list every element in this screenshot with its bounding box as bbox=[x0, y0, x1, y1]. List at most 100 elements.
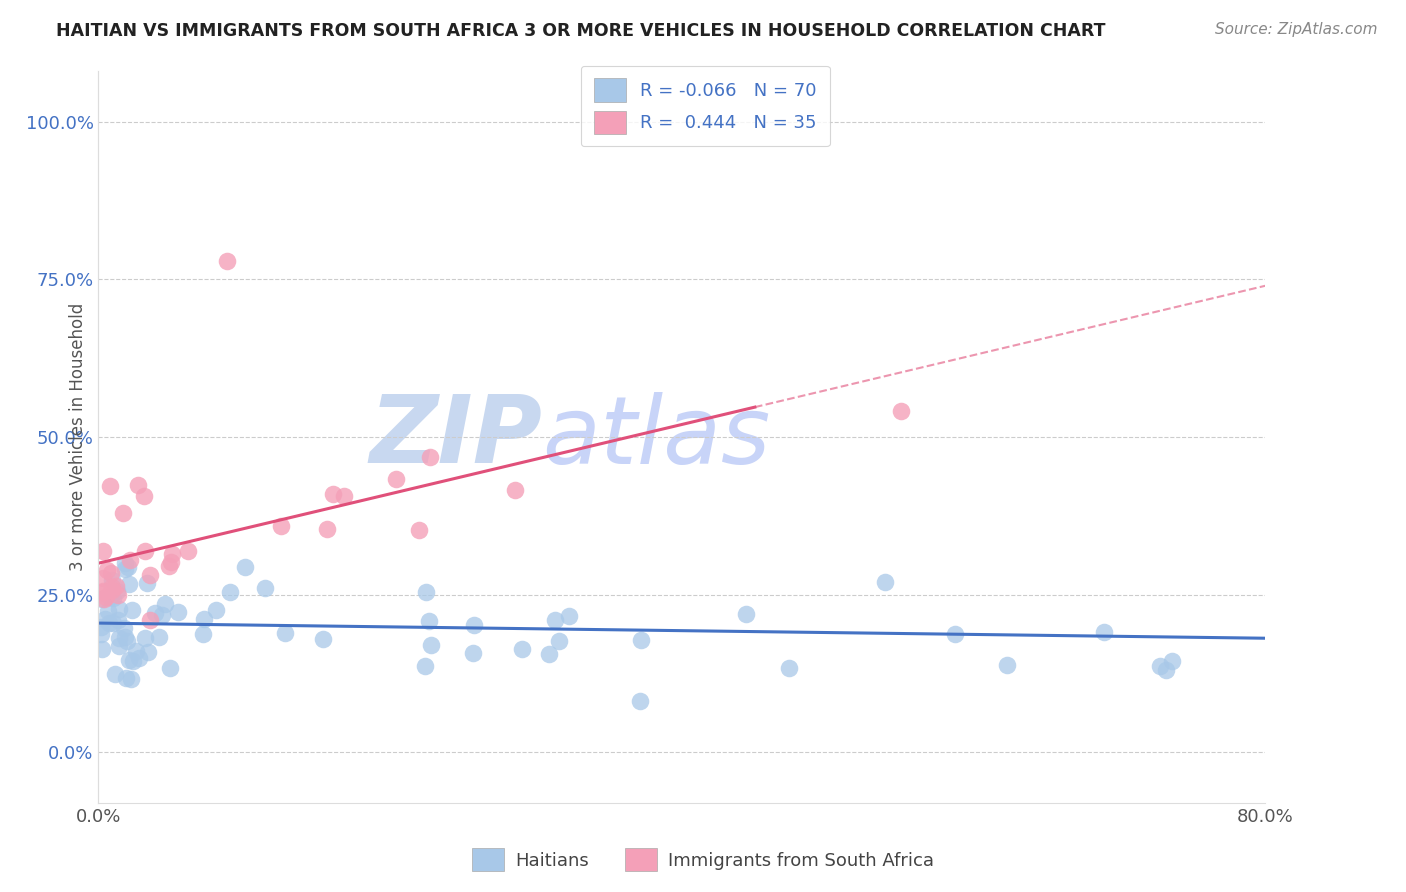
Point bbox=[316, 522, 339, 536]
Y-axis label: 3 or more Vehicles in Household: 3 or more Vehicles in Household bbox=[69, 303, 87, 571]
Point bbox=[463, 646, 485, 660]
Point bbox=[160, 555, 183, 569]
Point bbox=[132, 489, 155, 503]
Point bbox=[101, 616, 124, 631]
Point bbox=[1149, 658, 1171, 673]
Legend: R = -0.066   N = 70, R =  0.444   N = 35: R = -0.066 N = 70, R = 0.444 N = 35 bbox=[581, 66, 830, 146]
Point bbox=[101, 573, 124, 587]
Text: Source: ZipAtlas.com: Source: ZipAtlas.com bbox=[1215, 22, 1378, 37]
Point bbox=[134, 544, 156, 558]
Point bbox=[90, 641, 112, 656]
Point bbox=[100, 582, 122, 597]
Point bbox=[322, 487, 344, 501]
Point bbox=[122, 655, 145, 669]
Point bbox=[1161, 654, 1184, 668]
Point bbox=[537, 647, 560, 661]
Point bbox=[124, 644, 146, 658]
Point bbox=[114, 561, 136, 575]
Point bbox=[463, 617, 485, 632]
Point bbox=[97, 615, 120, 630]
Point bbox=[91, 571, 114, 585]
Point bbox=[159, 661, 181, 675]
Point bbox=[107, 583, 129, 598]
Point bbox=[134, 631, 156, 645]
Point bbox=[98, 479, 121, 493]
Point bbox=[418, 614, 440, 628]
Point bbox=[160, 547, 183, 561]
Legend: Haitians, Immigrants from South Africa: Haitians, Immigrants from South Africa bbox=[464, 841, 942, 879]
Point bbox=[735, 607, 758, 621]
Point bbox=[91, 585, 114, 599]
Point bbox=[557, 609, 579, 624]
Point bbox=[107, 640, 129, 654]
Point bbox=[118, 577, 141, 591]
Point bbox=[273, 626, 295, 640]
Point bbox=[104, 667, 127, 681]
Point bbox=[628, 694, 651, 708]
Point bbox=[167, 605, 190, 619]
Text: HAITIAN VS IMMIGRANTS FROM SOUTH AFRICA 3 OR MORE VEHICLES IN HOUSEHOLD CORRELAT: HAITIAN VS IMMIGRANTS FROM SOUTH AFRICA … bbox=[56, 22, 1105, 40]
Point bbox=[630, 633, 652, 648]
Point bbox=[128, 651, 150, 665]
Point bbox=[385, 472, 408, 486]
Point bbox=[215, 253, 238, 268]
Point bbox=[943, 627, 966, 641]
Point bbox=[333, 489, 356, 503]
Point bbox=[97, 604, 120, 618]
Point bbox=[997, 658, 1019, 673]
Point bbox=[139, 567, 162, 582]
Point bbox=[101, 580, 124, 594]
Point bbox=[890, 403, 912, 417]
Point bbox=[218, 585, 240, 599]
Point bbox=[143, 607, 166, 621]
Point bbox=[107, 613, 129, 627]
Point bbox=[1156, 664, 1178, 678]
Point bbox=[91, 584, 114, 599]
Point bbox=[114, 556, 136, 570]
Point bbox=[103, 591, 125, 605]
Point bbox=[413, 658, 436, 673]
Point bbox=[112, 621, 135, 635]
Point bbox=[270, 519, 292, 533]
Text: ZIP: ZIP bbox=[368, 391, 541, 483]
Point bbox=[152, 608, 174, 623]
Point bbox=[778, 661, 800, 675]
Point bbox=[127, 478, 149, 492]
Point bbox=[115, 634, 138, 648]
Point bbox=[107, 588, 129, 602]
Point bbox=[254, 581, 277, 595]
Point bbox=[148, 630, 170, 644]
Point bbox=[312, 632, 335, 647]
Point bbox=[503, 483, 526, 497]
Point bbox=[105, 579, 128, 593]
Point bbox=[415, 585, 437, 599]
Point bbox=[96, 563, 118, 577]
Point bbox=[510, 642, 533, 657]
Point bbox=[548, 633, 571, 648]
Point bbox=[114, 630, 136, 644]
Point bbox=[121, 603, 143, 617]
Point bbox=[136, 645, 159, 659]
Point bbox=[204, 603, 226, 617]
Point bbox=[90, 592, 112, 607]
Point bbox=[91, 544, 114, 558]
Point bbox=[90, 627, 112, 641]
Point bbox=[873, 574, 896, 589]
Point bbox=[544, 613, 567, 627]
Point bbox=[98, 590, 121, 604]
Point bbox=[107, 632, 129, 646]
Point bbox=[176, 544, 198, 558]
Point bbox=[418, 450, 440, 465]
Point bbox=[1092, 625, 1115, 640]
Point bbox=[94, 590, 117, 604]
Point bbox=[135, 576, 157, 591]
Point bbox=[100, 566, 122, 581]
Point bbox=[408, 523, 430, 537]
Point bbox=[117, 560, 139, 574]
Point bbox=[108, 602, 131, 616]
Point bbox=[157, 559, 180, 574]
Point bbox=[90, 620, 112, 634]
Point bbox=[93, 612, 115, 626]
Point bbox=[120, 672, 142, 686]
Point bbox=[115, 671, 138, 685]
